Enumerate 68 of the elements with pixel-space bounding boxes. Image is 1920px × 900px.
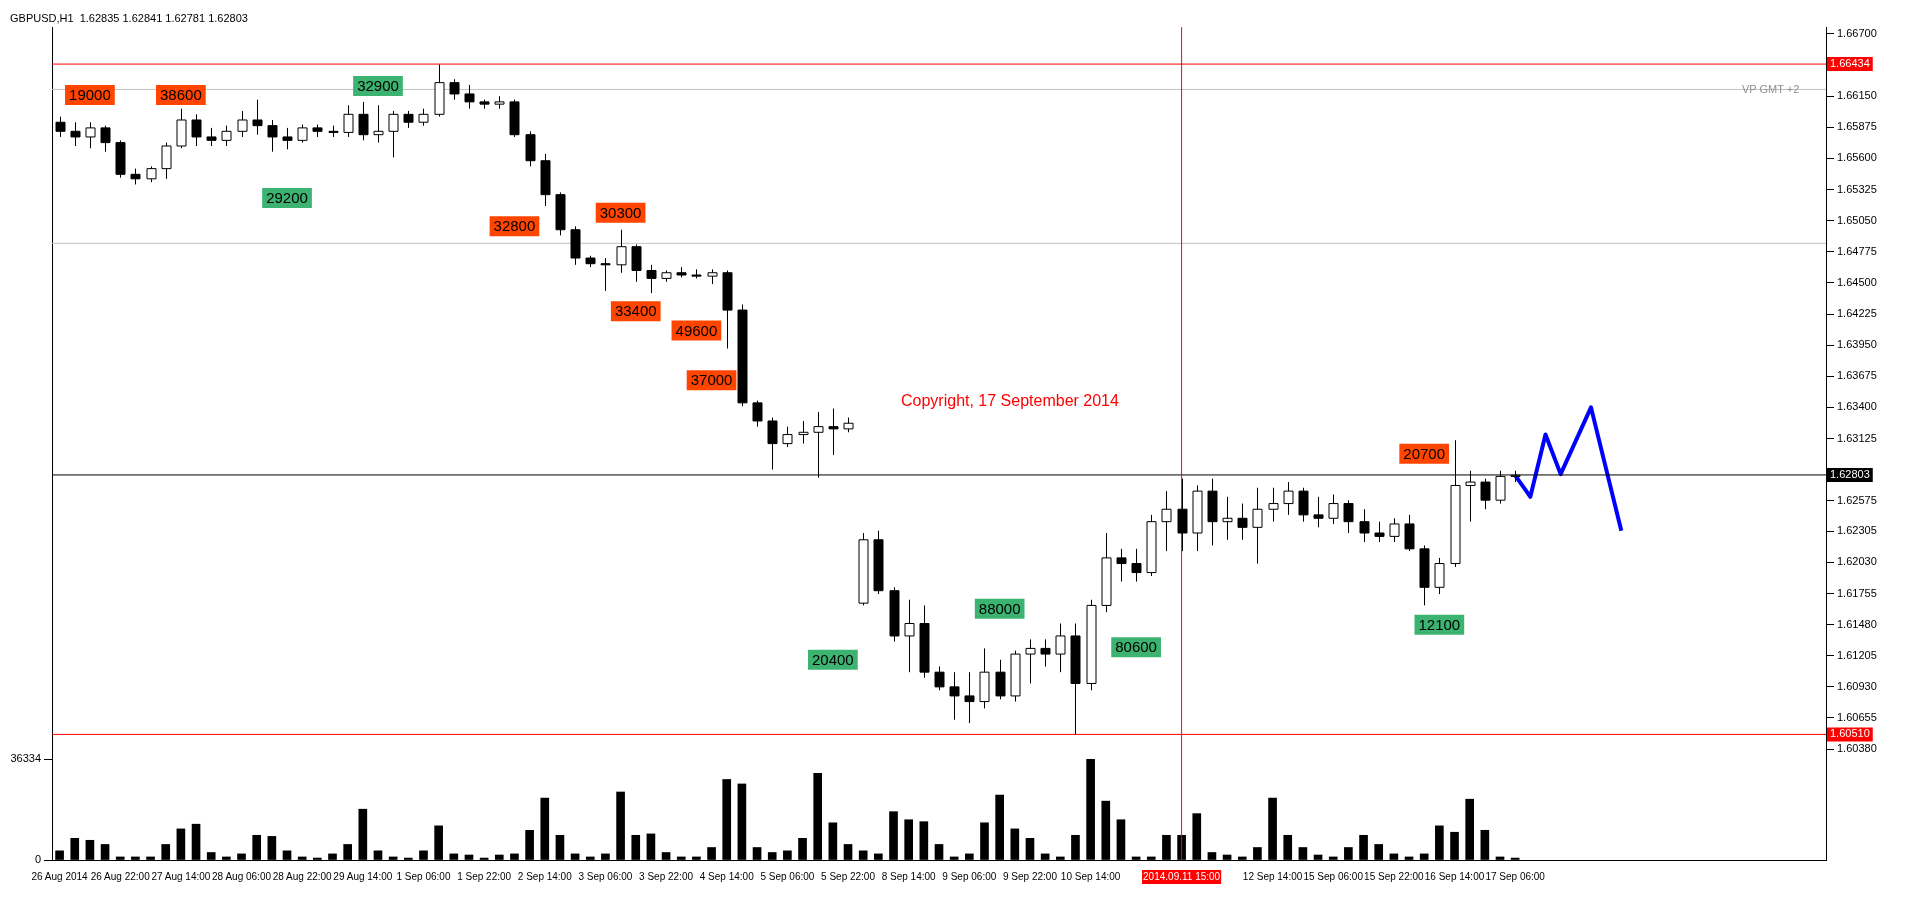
x-tick-label: 16 Sep 14:00 [1424, 870, 1485, 882]
y-tick-label: 1.66150 [1837, 89, 1877, 102]
ref-line-label: 1.62803 [1830, 467, 1870, 480]
annotation: 19000 [69, 86, 111, 104]
y-tick-label: 1.64775 [1837, 244, 1877, 257]
x-tick-label: 9 Sep 22:00 [1003, 870, 1058, 882]
y-tick-label: 1.62030 [1837, 555, 1877, 568]
y-tick-label: 1.61205 [1837, 648, 1877, 661]
annotation: 33400 [614, 302, 657, 320]
annotation: Copyright, 17 September 2014 [901, 392, 1120, 410]
x-tick-label: 3 Sep 06:00 [578, 870, 633, 882]
x-tick-label: 28 Aug 22:00 [272, 870, 333, 882]
chart-title: GBPUSD,H1 1.62835 1.62841 1.62781 1.62803 [10, 11, 248, 24]
annotation: 49600 [675, 321, 718, 339]
ref-line-label: 1.60510 [1830, 727, 1870, 740]
annotation: 20700 [1403, 444, 1446, 462]
y2-tick-label: 36334 [10, 752, 41, 765]
x-tick-label: 26 Aug 2014 [31, 870, 89, 882]
y-tick-label: 1.63125 [1837, 431, 1877, 444]
annotation: 12100 [1418, 615, 1461, 633]
y-tick-label: 1.64500 [1837, 275, 1877, 288]
x-tick-label: 12 Sep 14:00 [1242, 870, 1303, 882]
y-tick-label: 1.66700 [1837, 27, 1877, 40]
y-tick-label: 1.65600 [1837, 151, 1877, 164]
x-tick-label: 17 Sep 06:00 [1485, 870, 1546, 882]
x-tick-label: 28 Aug 06:00 [212, 870, 272, 882]
annotation: 88000 [978, 599, 1021, 617]
annotation: 20400 [812, 650, 854, 668]
x-tick-label: 5 Sep 22:00 [821, 870, 876, 882]
x-tick-label: 9 Sep 06:00 [942, 870, 997, 882]
x-tick-label: 29 Aug 14:00 [333, 870, 393, 882]
annotation: 30300 [599, 203, 642, 221]
annotation: 38600 [160, 86, 202, 104]
x-tick-label: 3 Sep 22:00 [639, 870, 694, 882]
annotation: 29200 [266, 189, 308, 207]
x-tick-label: 26 Aug 22:00 [90, 870, 151, 882]
x-tick-label: 8 Sep 14:00 [881, 870, 937, 882]
y-tick-label: 1.64225 [1837, 307, 1877, 320]
y-tick-label: 1.62575 [1837, 493, 1877, 506]
annotation: 32800 [493, 217, 536, 235]
y-tick-label: 1.63400 [1837, 400, 1877, 413]
y-tick-label: 1.65875 [1837, 120, 1877, 133]
y-tick-label: 1.60380 [1837, 742, 1877, 755]
annotation: 37000 [690, 371, 733, 389]
annotation: VP GMT +2 [1742, 82, 1800, 95]
y-tick-label: 1.65325 [1837, 182, 1877, 195]
x-tick-label: 1 Sep 06:00 [396, 870, 451, 882]
x-tick-label: 5 Sep 06:00 [760, 870, 815, 882]
annotation: 32900 [357, 77, 399, 95]
x-tick-label: 15 Sep 22:00 [1364, 870, 1425, 882]
y-tick-label: 1.60930 [1837, 679, 1877, 692]
x-tick-label: 2 Sep 14:00 [517, 870, 573, 882]
x-tick-label: 2014.09.11 15:00 [1143, 870, 1221, 882]
x-tick-label: 4 Sep 14:00 [699, 870, 755, 882]
y-tick-label: 1.63950 [1837, 338, 1877, 351]
y2-tick-label: 0 [34, 853, 41, 866]
x-tick-label: 10 Sep 14:00 [1060, 870, 1121, 882]
y-tick-label: 1.61755 [1837, 586, 1877, 599]
y-tick-label: 1.63675 [1837, 369, 1877, 382]
x-tick-label: 15 Sep 06:00 [1303, 870, 1364, 882]
y-tick-label: 1.60655 [1837, 711, 1877, 724]
y-tick-label: 1.61480 [1837, 617, 1877, 630]
ref-line-label: 1.66434 [1830, 57, 1870, 70]
y-tick-label: 1.65050 [1837, 213, 1877, 226]
annotation: 80600 [1115, 638, 1157, 656]
x-tick-label: 1 Sep 22:00 [457, 870, 512, 882]
x-tick-label: 27 Aug 14:00 [151, 870, 211, 882]
y-tick-label: 1.62305 [1837, 524, 1877, 537]
